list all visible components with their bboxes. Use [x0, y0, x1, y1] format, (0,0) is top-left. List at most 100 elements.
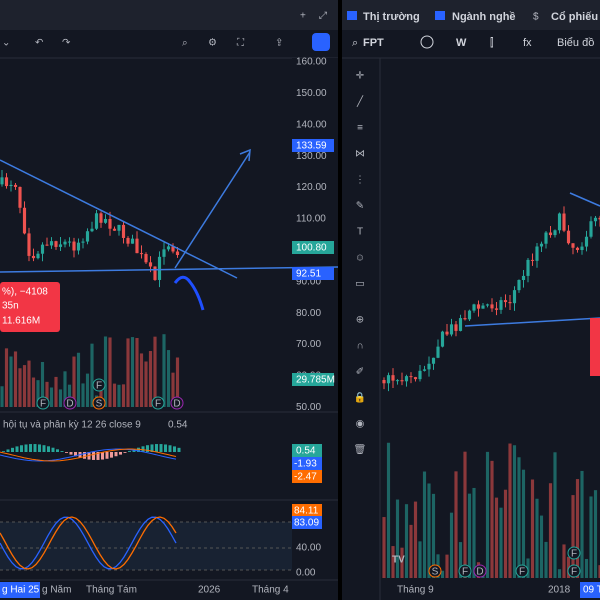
candle — [121, 224, 126, 238]
macd-hist — [69, 452, 73, 455]
volume-bar — [103, 336, 108, 407]
share-icon[interactable]: ⇪ — [275, 38, 283, 49]
macd-hist — [38, 444, 41, 452]
candle — [445, 331, 449, 335]
candle — [409, 376, 413, 378]
tool-icon[interactable]: ✛ — [356, 71, 364, 82]
undo[interactable]: ↶ — [35, 38, 43, 49]
add-icon[interactable] — [420, 35, 434, 49]
support-line[interactable] — [464, 317, 600, 327]
tool-icon[interactable]: ≡ — [357, 123, 363, 134]
tool-icon[interactable]: ⊕ — [356, 315, 364, 326]
volume-bar — [553, 452, 557, 578]
volume-bar — [67, 384, 72, 407]
fullscreen-icon[interactable]: ⛶ — [236, 38, 245, 49]
tab-icon — [347, 11, 357, 20]
volume-bar — [571, 495, 575, 578]
event-marker — [36, 396, 50, 410]
volume-bar — [171, 372, 175, 407]
price-tick: 160.00 — [296, 57, 327, 68]
arrow-line[interactable] — [174, 151, 251, 269]
volume-bar — [467, 493, 472, 578]
macd-hist — [65, 452, 68, 453]
volume-bar — [22, 365, 27, 407]
plus-icon[interactable]: + — [300, 11, 306, 22]
volume-bar — [562, 544, 566, 578]
price-tick: 140.00 — [296, 119, 327, 130]
volume-bar — [521, 469, 526, 578]
search-icon[interactable]: ⌕ — [352, 37, 358, 49]
volume-bar — [535, 498, 539, 578]
candle — [13, 184, 18, 187]
macd-hist — [47, 446, 50, 452]
macd-hist — [105, 452, 109, 459]
event-label: F — [519, 567, 525, 578]
tool-icon[interactable]: ▭ — [355, 279, 364, 290]
candle — [422, 369, 427, 371]
candle — [476, 304, 481, 309]
tool-icon[interactable]: T — [357, 227, 363, 238]
interval[interactable]: W — [456, 37, 467, 49]
time-label: 09 T — [583, 585, 600, 596]
candle — [117, 224, 121, 231]
candle-icon[interactable]: ⫿ — [490, 37, 494, 49]
fx-icon[interactable]: fx — [523, 37, 532, 49]
badge-label: 83.09 — [294, 518, 319, 529]
candle — [580, 246, 584, 251]
tool-icon[interactable]: ╱ — [356, 95, 364, 108]
volume-bar — [382, 517, 386, 578]
candle — [548, 232, 553, 236]
badge-label: -1.93 — [294, 459, 317, 470]
search-icon[interactable]: ⌕ — [182, 38, 188, 49]
volume-bar — [18, 368, 22, 407]
candle — [467, 310, 472, 320]
badge-label: 92.51 — [296, 269, 321, 280]
redo[interactable]: ↷ — [62, 38, 71, 49]
candle — [431, 357, 436, 364]
event-marker — [92, 378, 106, 392]
trend-line[interactable] — [0, 159, 238, 279]
stoch-d — [0, 516, 177, 570]
tool-icon[interactable]: ⋮ — [355, 175, 365, 186]
volume-bar — [526, 558, 530, 578]
event-label: S — [432, 567, 439, 578]
tool-icon[interactable]: 🗑 — [354, 444, 367, 456]
candle — [0, 177, 4, 185]
candle — [575, 247, 580, 251]
volume-bar — [49, 387, 54, 407]
tool-icon[interactable]: ✐ — [356, 367, 364, 378]
time-label: g Hai 25 — [2, 585, 40, 596]
candle — [67, 241, 72, 243]
symbol[interactable]: FPT — [363, 37, 384, 49]
volume-bar — [499, 507, 503, 578]
support-line[interactable] — [0, 266, 339, 273]
trend-line[interactable] — [569, 192, 600, 207]
expand-icon[interactable]: ⤢ — [319, 11, 327, 22]
candle — [427, 363, 431, 370]
tab[interactable]: Ngành nghề — [452, 11, 516, 23]
tool-icon[interactable]: ✎ — [356, 201, 364, 212]
volume-bar — [490, 460, 494, 578]
time-label: Tháng 4 — [252, 585, 289, 596]
volume-bar — [494, 497, 499, 578]
indicator-value: 0.54 — [168, 420, 188, 431]
tab[interactable]: Thị trường — [363, 11, 420, 23]
tool-icon[interactable]: ∩ — [356, 341, 363, 352]
settings-icon[interactable]: ⚙ — [208, 38, 217, 49]
volume-bar — [117, 384, 121, 407]
tab[interactable]: Cổ phiếu — [551, 11, 598, 23]
tool-icon[interactable]: ◉ — [356, 419, 365, 430]
chart-menu[interactable]: Biểu đồ — [557, 37, 594, 49]
chevron[interactable]: ⌄ — [2, 38, 10, 49]
tool-icon[interactable]: ☺ — [355, 253, 365, 264]
event-marker — [170, 396, 184, 410]
candle — [166, 246, 171, 250]
volume-bar — [454, 471, 458, 578]
badge — [292, 373, 334, 386]
volume-bar — [463, 451, 467, 578]
volume-bar — [144, 361, 148, 407]
tool-icon[interactable]: 🔒 — [354, 392, 366, 404]
volume-bar — [539, 515, 544, 578]
tool-icon[interactable]: ⋈ — [355, 149, 365, 160]
price-tick: 70.00 — [296, 339, 321, 350]
